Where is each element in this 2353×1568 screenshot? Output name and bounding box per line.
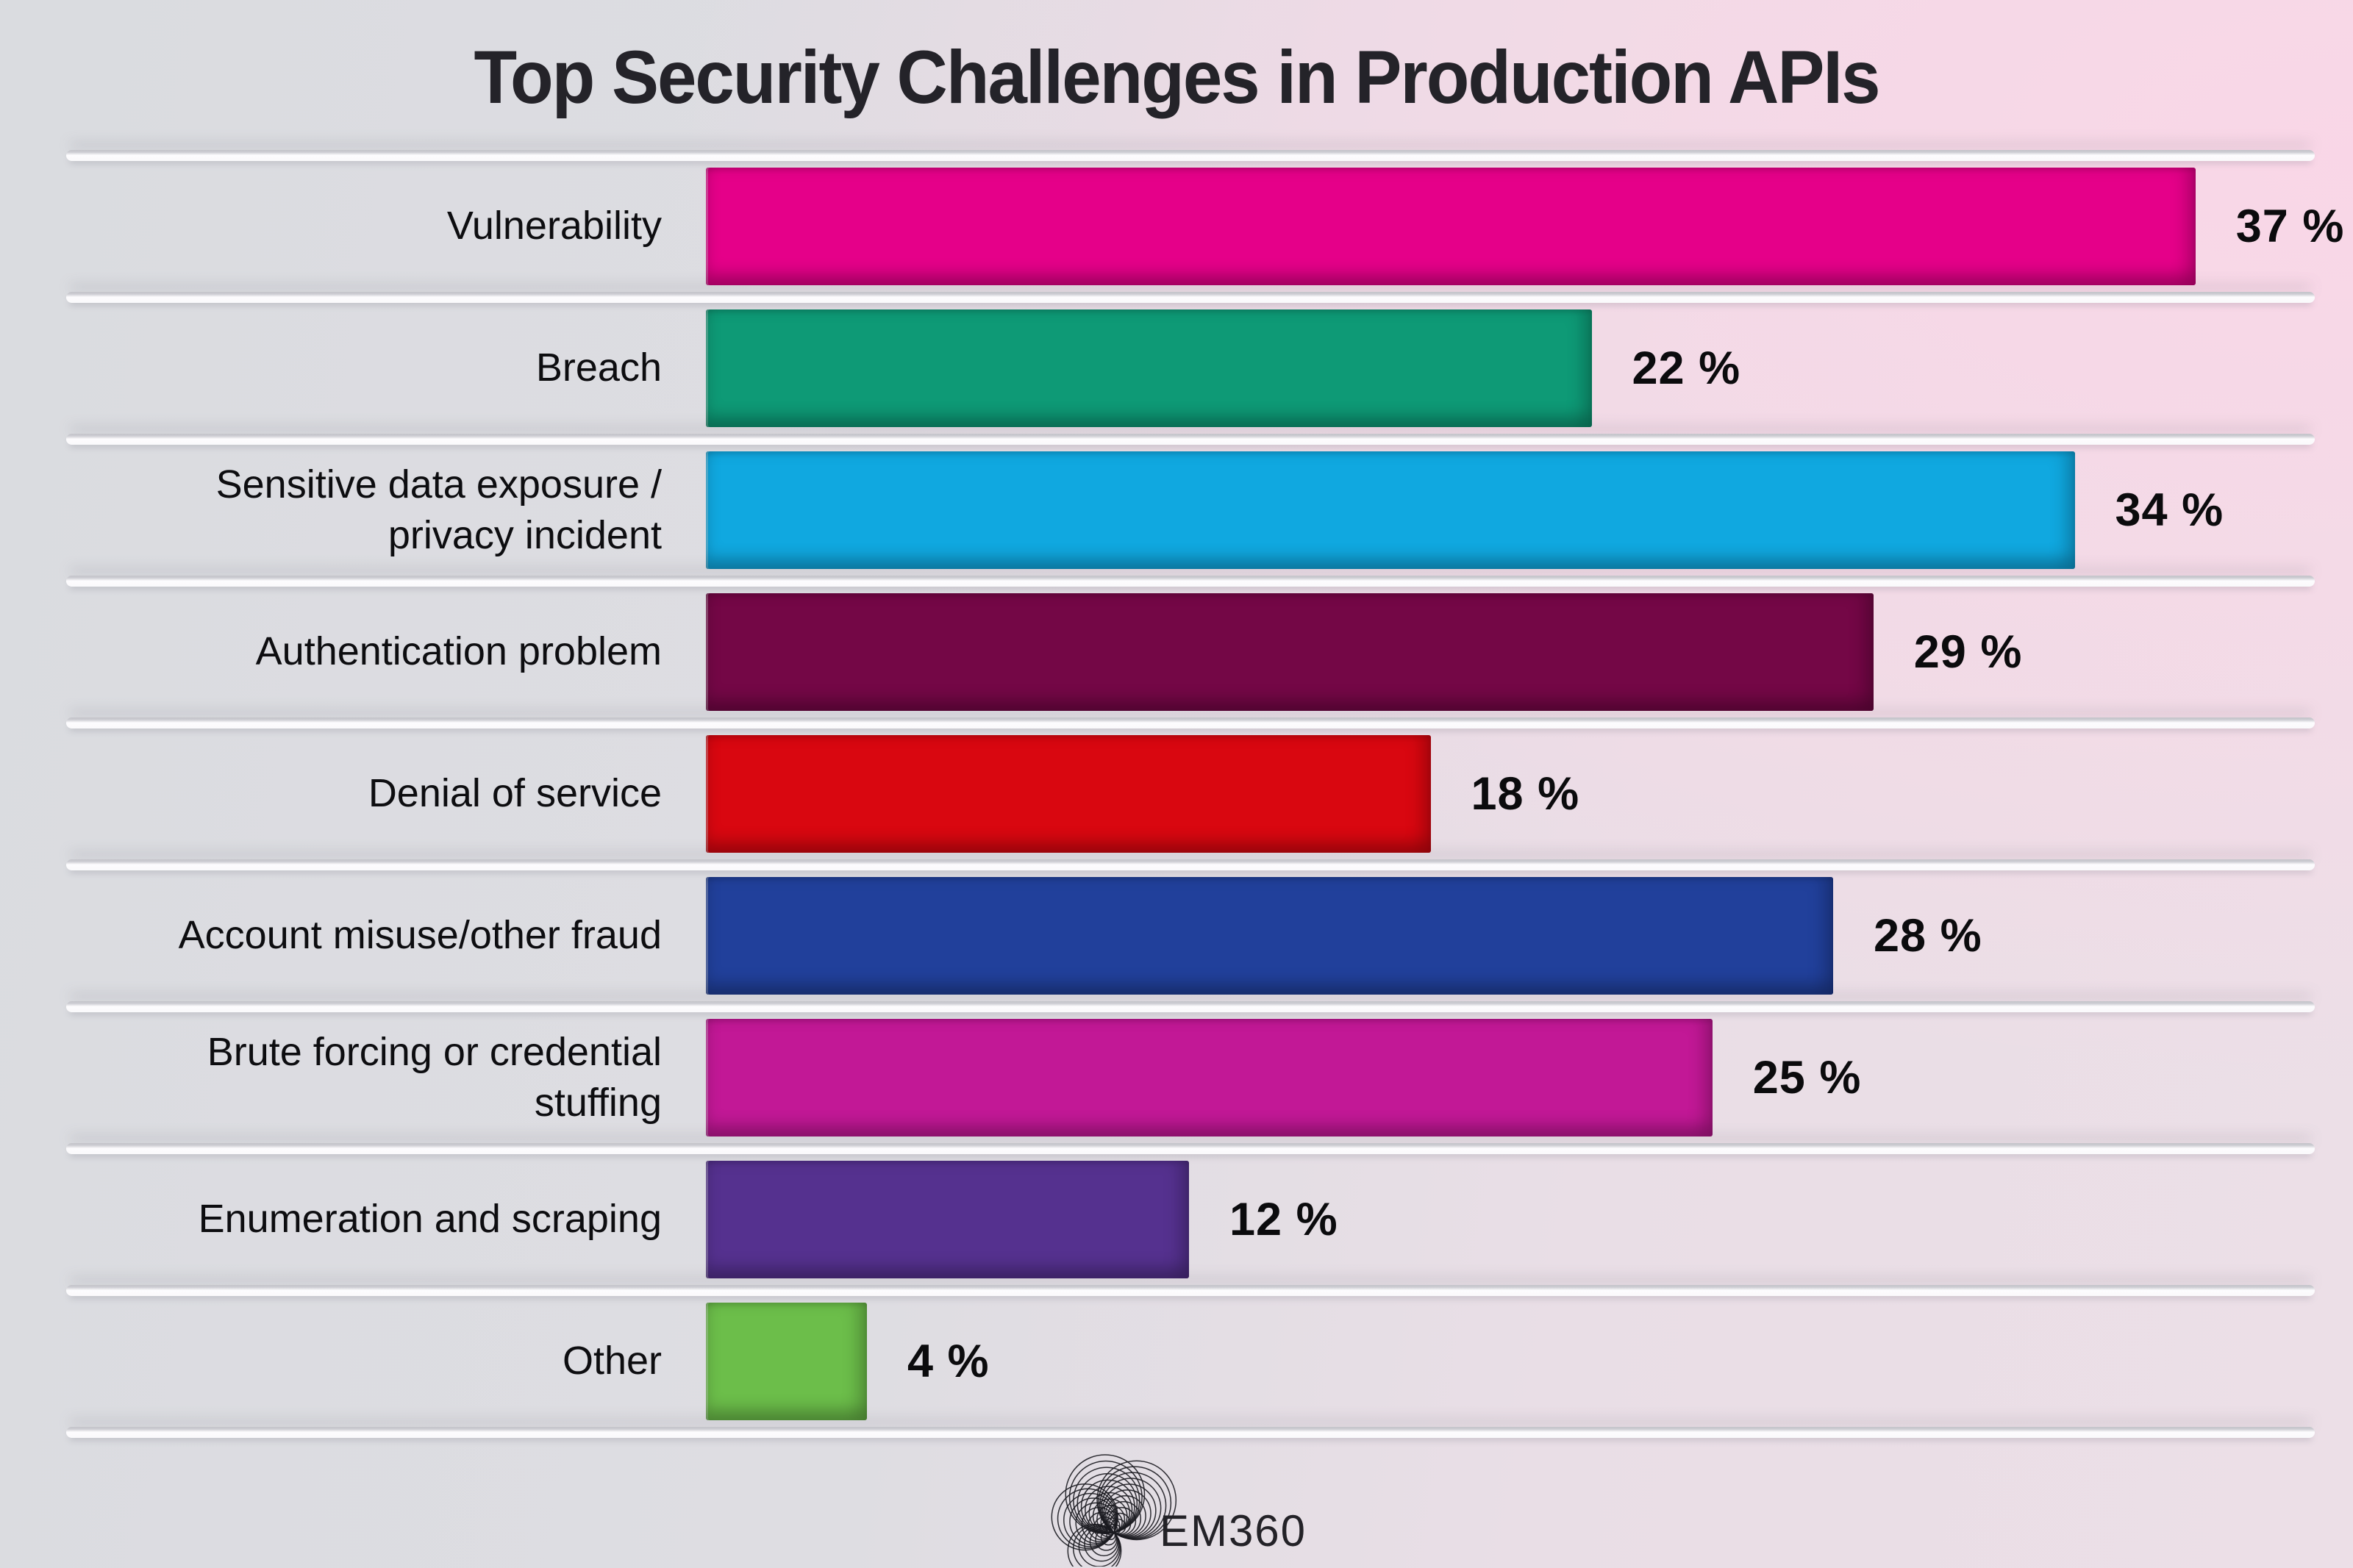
bar xyxy=(706,168,2196,285)
chart-row: Vulnerability 37 % xyxy=(0,161,2353,292)
row-divider xyxy=(66,434,2315,445)
bar-track: 22 % xyxy=(706,303,2316,434)
bar-track: 29 % xyxy=(706,587,2316,717)
bar xyxy=(706,877,1833,995)
chart-row: Other 4 % xyxy=(0,1296,2353,1427)
bar xyxy=(706,735,1431,853)
em360-logo-text: EM360 xyxy=(1159,1506,1307,1556)
value-label: 18 % xyxy=(1471,768,1580,820)
chart-title: Top Security Challenges in Production AP… xyxy=(474,36,1881,120)
value-label: 34 % xyxy=(2115,484,2224,536)
row-divider xyxy=(66,292,2315,303)
category-label: Vulnerability xyxy=(446,204,662,248)
chart-row: Denial of service 18 % xyxy=(0,728,2353,859)
row-divider xyxy=(66,859,2315,870)
value-label: 4 % xyxy=(907,1336,990,1387)
chart-row: Account misuse/other fraud 28 % xyxy=(0,870,2353,1001)
bar xyxy=(706,1303,867,1420)
value-label: 28 % xyxy=(1874,910,1982,962)
category-label: Enumeration and scraping xyxy=(198,1197,662,1242)
chart-row: Enumeration and scraping 12 % xyxy=(0,1154,2353,1285)
row-divider xyxy=(66,1285,2315,1296)
brand-footer: EM360 xyxy=(0,1438,2353,1568)
title-wrap: Top Security Challenges in Production AP… xyxy=(0,0,2353,150)
bar-track: 34 % xyxy=(706,445,2316,576)
category-label: Breach xyxy=(535,346,662,390)
bar xyxy=(706,309,1592,427)
category-label: Brute forcing or credential stuffing xyxy=(207,1029,662,1125)
row-divider xyxy=(66,576,2315,587)
value-label: 12 % xyxy=(1229,1194,1338,1245)
bar-chart: Vulnerability 37 % Breach 22 % Sensitive dat… xyxy=(0,150,2353,1438)
value-label: 22 % xyxy=(1632,343,1741,394)
bar-track: 4 % xyxy=(706,1296,2316,1427)
category-label: Denial of service xyxy=(368,771,662,816)
bar-track: 18 % xyxy=(706,728,2316,859)
bar-track: 28 % xyxy=(706,870,2316,1001)
value-label: 37 % xyxy=(2235,201,2345,252)
row-divider xyxy=(66,1001,2315,1012)
em360-logo: EM360 xyxy=(1046,1440,1307,1567)
bar xyxy=(706,451,2075,569)
row-divider xyxy=(66,1143,2315,1154)
bar-track: 12 % xyxy=(706,1154,2316,1285)
bar xyxy=(706,593,1874,711)
bar xyxy=(706,1161,1189,1278)
value-label: 29 % xyxy=(1913,626,2023,678)
chart-row: Breach 22 % xyxy=(0,303,2353,434)
chart-row: Brute forcing or credential stuffing 25 % xyxy=(0,1012,2353,1143)
category-label: Other xyxy=(562,1339,662,1383)
chart-row: Authentication problem 29 % xyxy=(0,587,2353,717)
bar xyxy=(706,1019,1713,1136)
category-label: Authentication problem xyxy=(255,629,662,674)
em360-spiral-logo-icon xyxy=(1051,1453,1177,1567)
row-divider xyxy=(66,1427,2315,1438)
bar-track: 37 % xyxy=(706,161,2343,292)
value-label: 25 % xyxy=(1752,1052,1862,1103)
category-label: Sensitive data exposure / privacy incide… xyxy=(215,462,662,557)
chart-row: Sensitive data exposure / privacy incide… xyxy=(0,445,2353,576)
category-label: Account misuse/other fraud xyxy=(178,913,662,958)
row-divider xyxy=(66,150,2315,161)
row-divider xyxy=(66,717,2315,728)
bar-track: 25 % xyxy=(706,1012,2316,1143)
